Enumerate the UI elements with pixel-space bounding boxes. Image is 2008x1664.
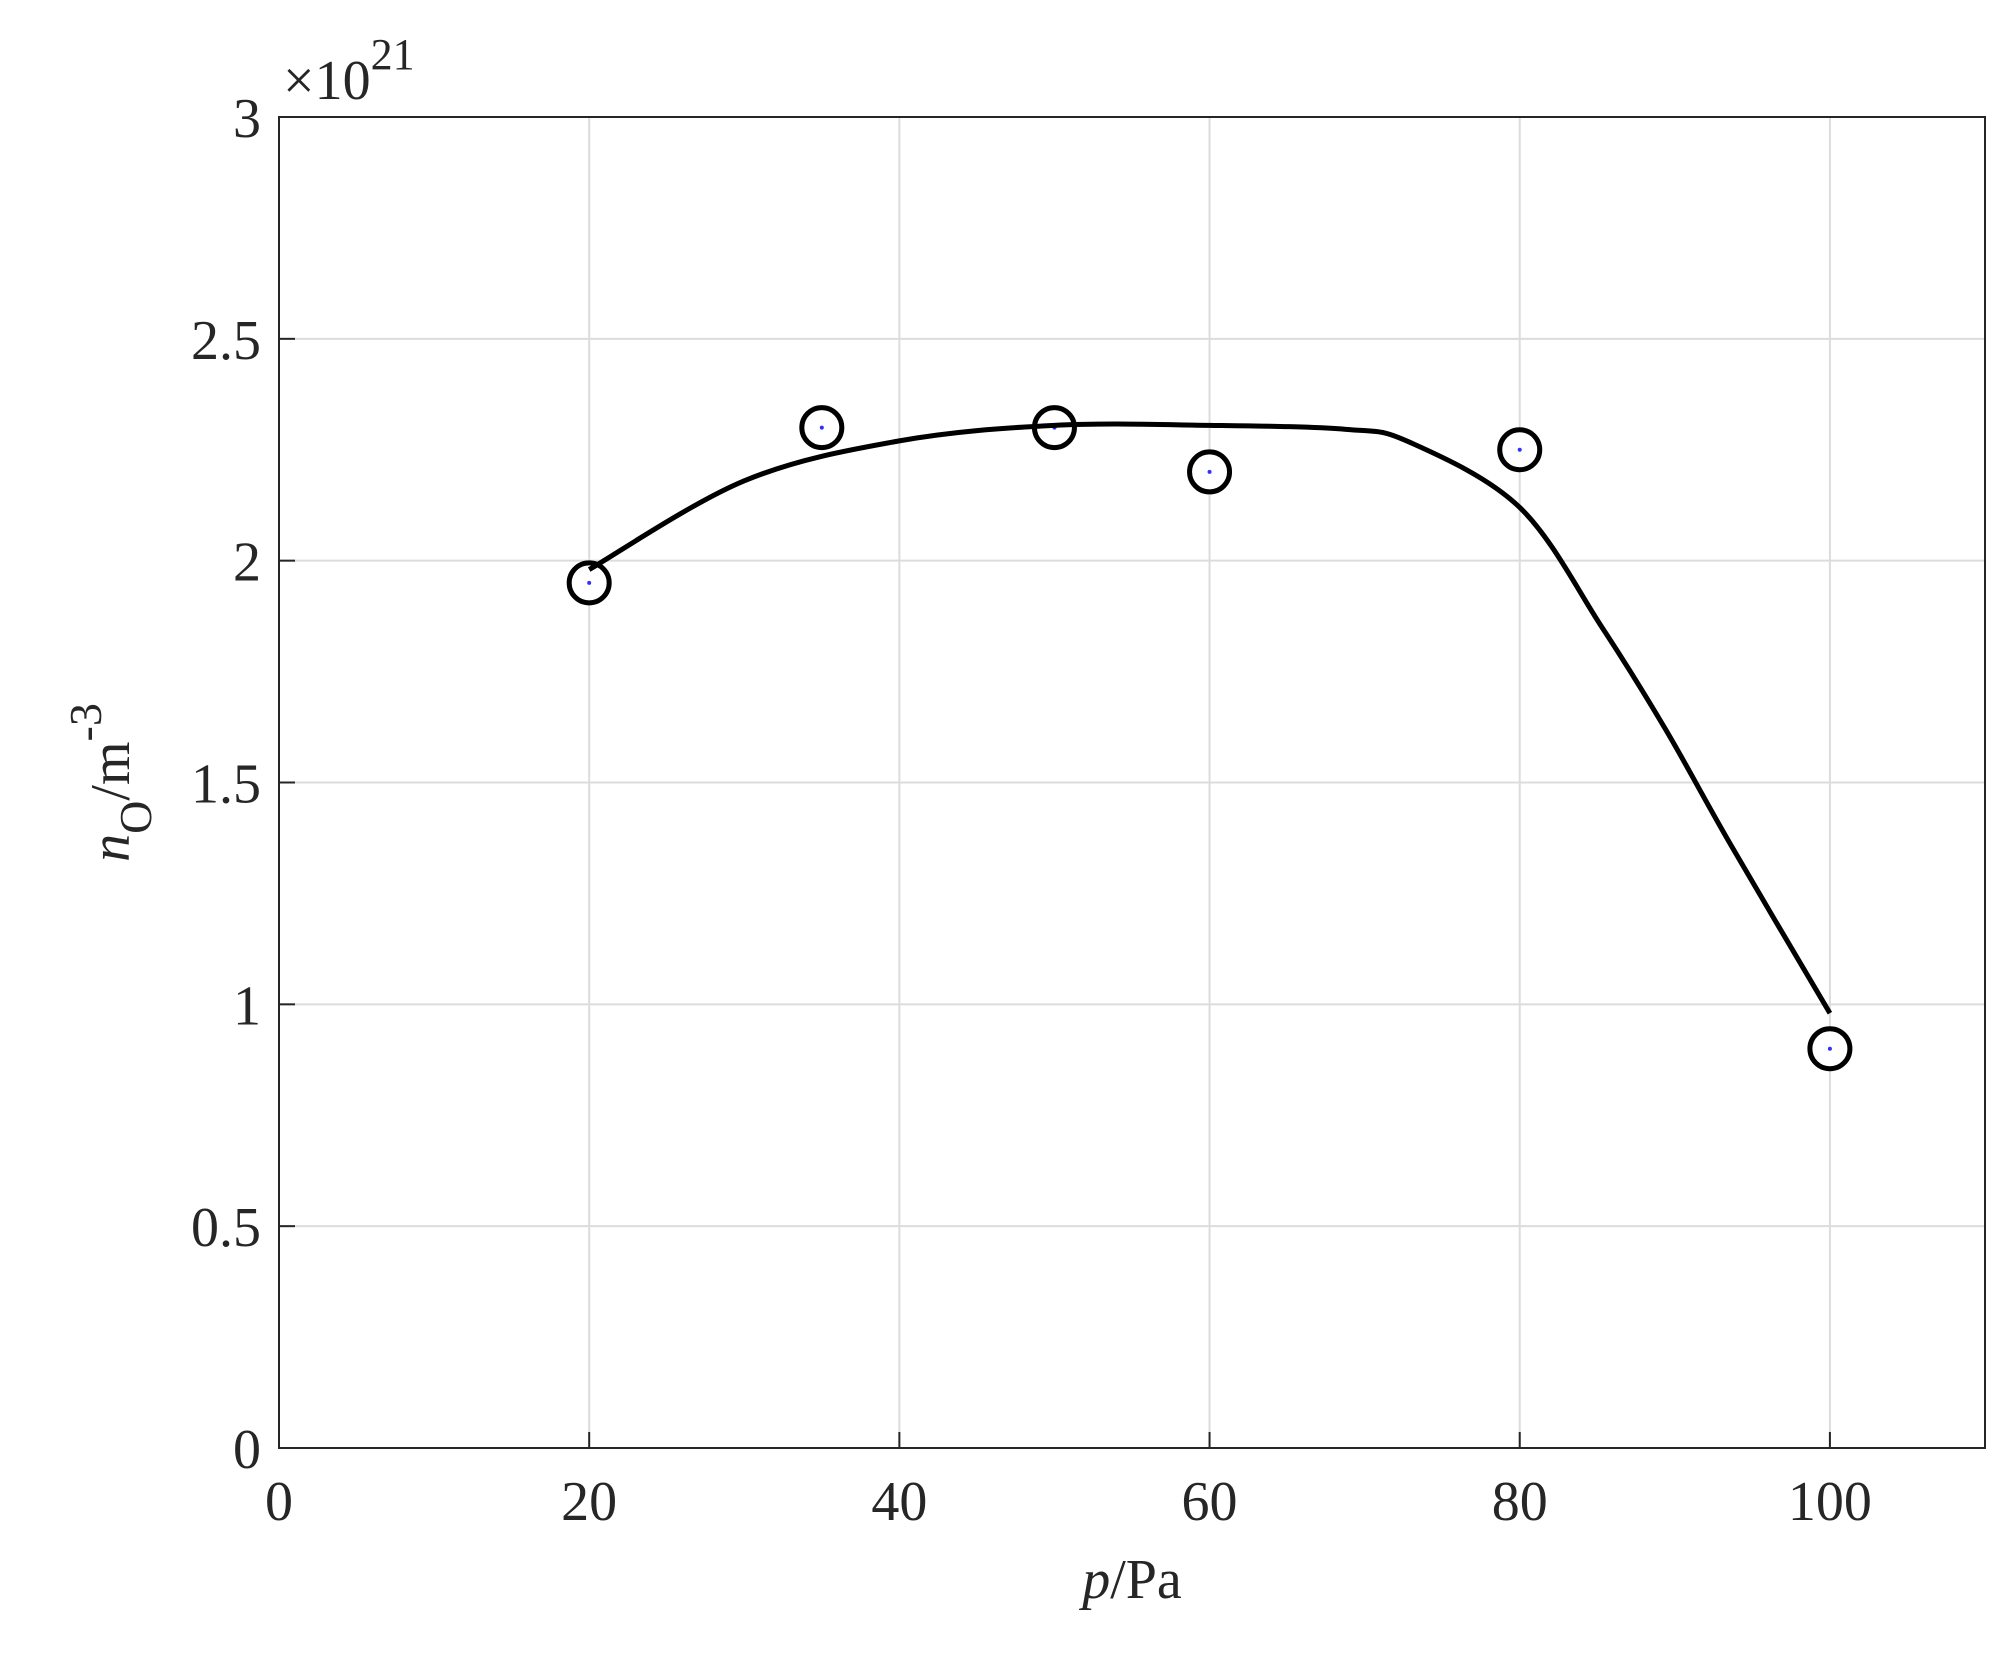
x-tick-label: 100 — [1788, 1471, 1872, 1533]
y-tick-label: 1.5 — [191, 754, 261, 816]
plot-frame — [278, 116, 1986, 1449]
x-tick-label: 60 — [1182, 1471, 1238, 1533]
x-tick-label: 40 — [871, 1471, 927, 1533]
x-label-var: p — [1078, 1549, 1110, 1611]
data-point-center — [1827, 1046, 1832, 1051]
y-exponent: ×1021 — [283, 30, 415, 112]
y-label-sub: O — [110, 801, 161, 834]
y-tick-label: 2 — [233, 532, 261, 594]
x-tick-label: 80 — [1492, 1471, 1548, 1533]
x-label-unit: /Pa — [1110, 1549, 1182, 1611]
data-point-center — [1517, 447, 1522, 452]
fit-line — [587, 421, 1833, 1015]
exponent-base: ×10 — [283, 50, 371, 112]
y-axis-label: nO/m-3 — [60, 703, 161, 862]
x-tick-label: 20 — [561, 1471, 617, 1533]
y-tick-label: 0 — [233, 1419, 261, 1481]
y-label-unit: /m — [80, 741, 142, 800]
exponent-power: 21 — [371, 30, 415, 79]
data-point-center — [587, 580, 592, 585]
x-tick-label: 0 — [265, 1471, 293, 1533]
y-tick-label: 0.5 — [191, 1197, 261, 1259]
y-tick-label: 2.5 — [191, 310, 261, 372]
x-axis-label: p/Pa — [1078, 1549, 1182, 1611]
y-label-var: n — [80, 834, 142, 862]
data-point-center — [1207, 469, 1212, 474]
y-tick-label: 3 — [233, 88, 261, 150]
y-label-sup: -3 — [60, 703, 111, 741]
data-point-center — [819, 425, 824, 430]
y-tick-label: 1 — [233, 975, 261, 1037]
